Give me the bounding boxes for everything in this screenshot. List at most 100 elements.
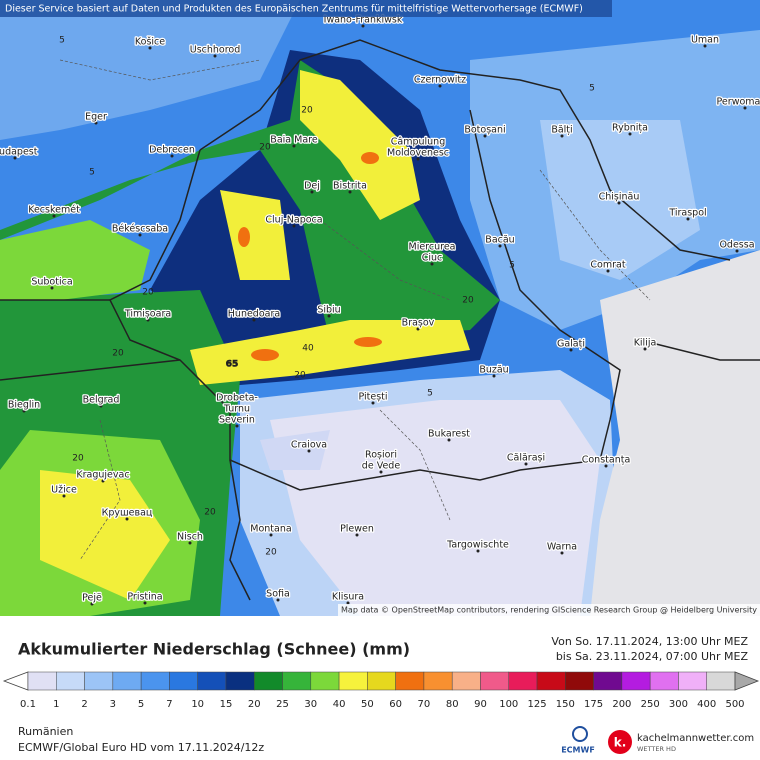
city-label: Uschhorod: [190, 45, 241, 56]
city-label: Nisch: [177, 532, 203, 543]
scale-swatch: [253, 671, 283, 691]
city-dot: [476, 549, 480, 553]
scale-arrow-left: [2, 671, 29, 691]
map-background: [0, 0, 760, 616]
city-label: Perwomaisk: [717, 97, 760, 108]
brand-sub: WETTER HD: [637, 745, 676, 753]
city-dot: [416, 327, 420, 331]
scale-tick-label: 5: [138, 699, 144, 710]
regional-borders: [59, 59, 651, 561]
scale-swatch: [140, 671, 170, 691]
city-label: Dej: [304, 181, 320, 192]
city-label: Montana: [250, 524, 291, 535]
contour-label: 20: [265, 548, 277, 558]
city-dot: [560, 134, 564, 138]
scale-swatch: [310, 671, 340, 691]
city-label: Subotica: [31, 277, 72, 288]
city-dot: [52, 214, 56, 218]
contour-label: 20: [294, 371, 306, 381]
city-dot: [94, 121, 98, 125]
city-dot: [213, 54, 217, 58]
city-label: Rybnița: [612, 123, 648, 134]
scale-swatch: [27, 671, 57, 691]
city-dot: [148, 46, 152, 50]
contour-label: 20: [462, 296, 474, 306]
scale-tick-label: 175: [584, 699, 603, 710]
city-label: Baia Mare: [270, 135, 318, 146]
scale-tick-label: 2: [81, 699, 87, 710]
contour-label: 5: [589, 84, 595, 94]
city-label: Pejë: [82, 593, 102, 604]
brand-mark: k.: [614, 736, 627, 750]
city-label: Hunedoara: [228, 309, 280, 320]
city-dot: [90, 602, 94, 606]
city-dot: [743, 106, 747, 110]
city-label: Kilija: [634, 338, 657, 349]
contour-label: 5: [427, 389, 433, 399]
city-label: Sofia: [266, 589, 290, 600]
contour-label: 20: [112, 349, 124, 359]
scale-swatch: [423, 671, 453, 691]
scale-swatch: [395, 671, 425, 691]
city-dot: [703, 44, 707, 48]
city-dot: [438, 84, 442, 88]
city-label: Kecskemét: [28, 205, 80, 216]
ecmwf-logo: ECMWF: [561, 746, 595, 755]
city-label: Craiova: [291, 440, 327, 451]
city-label: Uman: [691, 35, 719, 46]
city-dot: [483, 134, 487, 138]
contour-label: 20: [204, 508, 216, 518]
scale-tick-label: 125: [527, 699, 546, 710]
city-dot: [604, 464, 608, 468]
header-note: Dieser Service basiert auf Daten und Pro…: [5, 4, 583, 15]
city-dot: [50, 286, 54, 290]
scale-tick-label: 250: [641, 699, 660, 710]
city-label: Odessa: [719, 240, 754, 251]
city-dot: [498, 244, 502, 248]
city-label: Buzău: [479, 365, 508, 376]
city-dot: [416, 157, 420, 161]
city-label: Pristina: [127, 592, 162, 603]
city-dot: [346, 601, 350, 605]
scale-swatch: [56, 671, 85, 691]
scale-tick-label: 60: [389, 699, 402, 710]
city-dot: [138, 233, 142, 237]
city-dot: [276, 598, 280, 602]
city-label: Kragujevac: [76, 470, 129, 481]
scale-swatch: [565, 671, 594, 691]
city-label: Sibiu: [317, 305, 340, 316]
city-label: Klisura: [332, 592, 364, 603]
city-dot: [606, 269, 610, 273]
city-label: Bieglin: [8, 400, 40, 411]
city-dot: [146, 318, 150, 322]
scale-swatch: [112, 671, 142, 691]
scale-tick-label: 15: [220, 699, 233, 710]
city-dot: [143, 601, 147, 605]
scale-tick-label: 7: [166, 699, 172, 710]
scale-tick-label: 1: [53, 699, 59, 710]
borders: [0, 39, 760, 601]
model-run: ECMWF/Global Euro HD vom 17.11.2024/12z: [18, 741, 264, 754]
city-dot: [188, 541, 192, 545]
period-to: bis Sa. 23.11.2024, 07:00 Uhr MEZ: [556, 650, 749, 663]
scale-swatch: [367, 671, 396, 691]
city-dot: [628, 132, 632, 136]
color-scale: 0.1 1 2 3 5 7 10 15 20 25 30 40 50 60 70 80 90 100 125 150 1…: [2, 671, 760, 710]
city-label: Užice: [51, 485, 77, 496]
city-label: Košice: [135, 37, 165, 48]
city-label: Roșiori: [365, 450, 397, 461]
city-dot: [13, 156, 17, 160]
contour-label: 20: [72, 454, 84, 464]
city-dot: [327, 314, 331, 318]
city-dot: [643, 347, 647, 351]
city-label: Targowischte: [446, 540, 509, 551]
scale-tick-label: 3: [110, 699, 116, 710]
brand-icon: [608, 730, 632, 754]
contour-label: 20: [259, 143, 271, 153]
contour-label: 5: [509, 261, 515, 271]
scale-swatch: [536, 671, 566, 691]
city-label: Bacău: [485, 235, 514, 246]
scale-tick-label: 90: [474, 699, 487, 710]
city-dot: [430, 262, 434, 266]
city-label: Miercurea: [409, 242, 456, 253]
